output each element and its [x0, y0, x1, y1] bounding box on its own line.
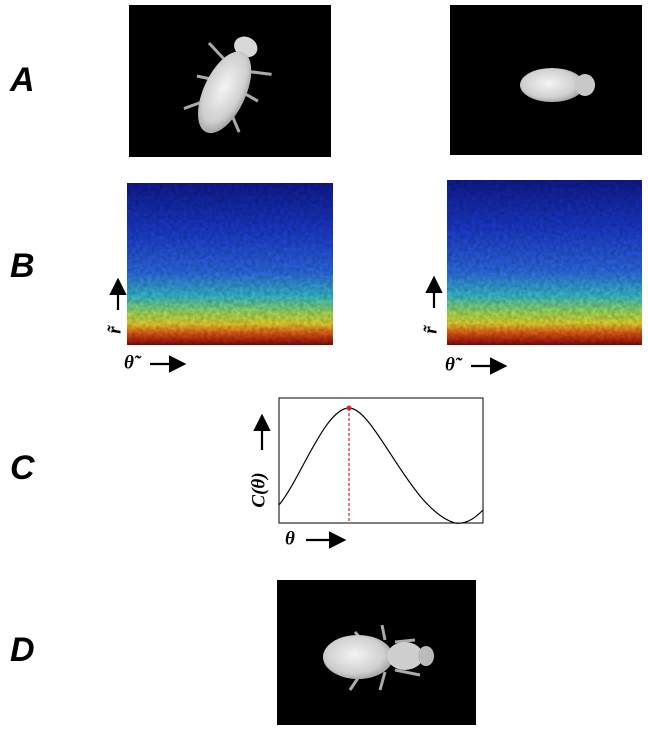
axis-label: r̃	[104, 325, 125, 334]
spectrogram	[447, 180, 642, 345]
fly-image	[277, 580, 476, 725]
fly-image	[129, 5, 331, 157]
axis-label: C(θ)	[248, 472, 269, 507]
axis-label: θ	[285, 528, 295, 549]
panel-label: D	[10, 631, 35, 669]
axis-label: θ̃	[124, 352, 142, 373]
panel-label: A	[9, 61, 35, 99]
plot	[278, 397, 484, 524]
panel-label: C	[10, 449, 35, 487]
fly-image	[450, 5, 642, 155]
spectrogram	[127, 183, 333, 345]
axis-label: r̃	[420, 325, 441, 334]
panel-label: B	[10, 247, 35, 285]
axis-label: θ̃	[445, 354, 463, 375]
